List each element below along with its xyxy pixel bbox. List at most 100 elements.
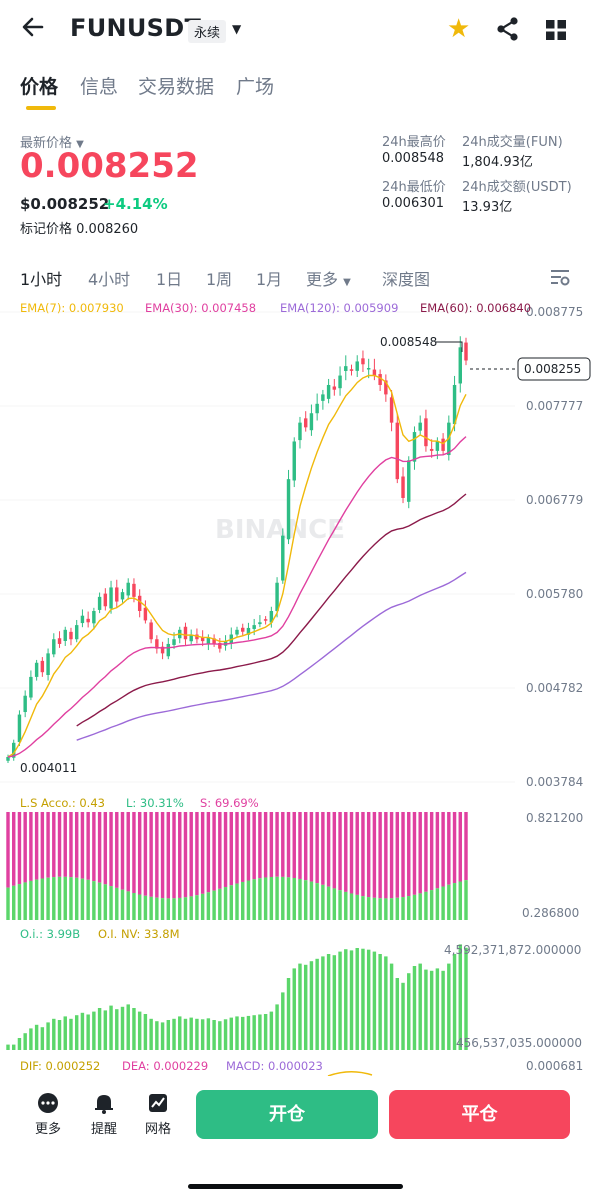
oi-bar	[407, 973, 411, 1050]
short-bar	[252, 812, 256, 880]
arrow-left-icon[interactable]	[20, 14, 54, 48]
star-icon[interactable]: ★	[447, 14, 471, 44]
oi-bar	[441, 970, 445, 1050]
short-bar	[155, 812, 159, 898]
oi-bar	[355, 948, 359, 1050]
oi-bar	[86, 1014, 90, 1050]
y-tick-label: 0.007777	[526, 399, 583, 413]
oi-bar	[52, 1018, 56, 1050]
short-bar	[281, 812, 285, 877]
candle-body	[424, 418, 428, 447]
interval-1w[interactable]: 1周	[206, 270, 233, 289]
oi-bar	[166, 1020, 171, 1050]
price-chart[interactable]: BINANCE 0.008775 0.007777 0.006779 0.005780…	[0, 296, 591, 1076]
tab-price[interactable]: 价格	[20, 76, 59, 98]
oi-bar	[115, 1009, 119, 1050]
interval-4h[interactable]: 4小时	[88, 270, 131, 289]
short-bar	[372, 812, 377, 898]
interval-more[interactable]: 更多 ▼	[306, 266, 351, 290]
oi-bar	[269, 1011, 274, 1050]
oi-bar	[103, 1010, 108, 1050]
candle-body	[69, 631, 73, 640]
candle-body	[332, 386, 337, 390]
long-bar	[63, 876, 67, 920]
interval-1d[interactable]: 1日	[156, 270, 183, 289]
long-bar	[115, 887, 119, 920]
tab-trading-data[interactable]: 交易数据	[138, 76, 215, 98]
short-bar	[23, 812, 27, 883]
more-button[interactable]: 更多	[26, 1092, 70, 1137]
short-bar	[435, 812, 440, 889]
long-bar	[109, 886, 113, 920]
candle-body	[389, 397, 394, 423]
open-position-button[interactable]: 开仓	[196, 1090, 378, 1139]
oi-bar	[235, 1016, 239, 1050]
alert-button[interactable]: 提醒	[82, 1092, 126, 1137]
long-bar	[401, 897, 405, 920]
interval-depth[interactable]: 深度图	[382, 270, 431, 289]
long-bar	[29, 880, 33, 920]
symbol-title[interactable]: FUNUSDT	[70, 14, 202, 42]
long-bar	[326, 886, 331, 920]
oi-bar	[34, 1024, 39, 1050]
long-bar	[235, 883, 239, 920]
candle-body	[464, 342, 468, 361]
usd-price: $0.008252	[20, 195, 110, 213]
short-bar	[6, 812, 10, 888]
short-bar	[12, 812, 16, 886]
short-bar	[120, 812, 125, 890]
short-bar	[349, 812, 354, 894]
tab-info[interactable]: 信息	[80, 76, 119, 98]
short-bar	[132, 812, 136, 894]
candle-body	[172, 639, 176, 645]
oi-bar	[418, 963, 422, 1050]
last-price-tag-text: 0.008255	[524, 362, 581, 376]
oi-bar	[137, 1011, 142, 1050]
long-bar	[344, 891, 348, 920]
chart-settings-icon[interactable]	[550, 268, 570, 290]
short-bar	[458, 812, 462, 882]
short-bar	[321, 812, 325, 885]
long-bar	[206, 892, 211, 920]
volume-fun-label: 24h成交量(FUN)	[462, 135, 563, 150]
short-bar	[292, 812, 296, 879]
macd-value: MACD: 0.000023	[226, 1059, 323, 1073]
high-marker-line	[435, 341, 463, 352]
grid-trading-button[interactable]: 网格	[136, 1092, 180, 1137]
short-bar	[40, 812, 45, 879]
ls-y-top: 0.821200	[526, 811, 583, 825]
tab-square[interactable]: 广场	[236, 76, 275, 98]
volume-usdt-value: 13.93亿	[462, 200, 513, 215]
interval-1m[interactable]: 1月	[256, 270, 283, 289]
main-tabs: 价格 信息 交易数据 广场	[0, 72, 591, 112]
grid-icon[interactable]	[546, 20, 566, 40]
candle-body	[298, 422, 302, 441]
ema120-line	[76, 571, 467, 741]
long-bar	[229, 885, 233, 920]
short-bar	[109, 812, 113, 887]
candle-body	[246, 627, 251, 635]
long-bar	[275, 876, 279, 920]
short-bar	[407, 812, 411, 897]
candle-body	[286, 479, 291, 540]
oi-bar	[378, 954, 382, 1050]
candle-body	[195, 634, 199, 640]
latest-price-label[interactable]: 最新价格 ▼	[20, 132, 84, 151]
candle-body	[6, 756, 10, 761]
long-bar	[80, 878, 85, 920]
candle-body	[80, 615, 85, 624]
ema120-legend: EMA(120): 0.005909	[280, 301, 398, 315]
oi-bar	[424, 969, 428, 1050]
close-position-button[interactable]: 平仓	[389, 1090, 570, 1139]
oi-bar	[321, 956, 325, 1050]
interval-1h[interactable]: 1小时	[20, 270, 63, 289]
candle-body	[258, 622, 262, 625]
share-icon[interactable]	[496, 16, 520, 44]
chevron-down-icon[interactable]: ▼	[232, 22, 242, 36]
y-tick-label: 0.006779	[526, 493, 583, 507]
oi-bar	[178, 1016, 182, 1050]
oi-bar	[126, 1004, 130, 1050]
candle-body	[155, 639, 159, 649]
short-bar	[166, 812, 171, 899]
long-bar	[172, 898, 176, 920]
